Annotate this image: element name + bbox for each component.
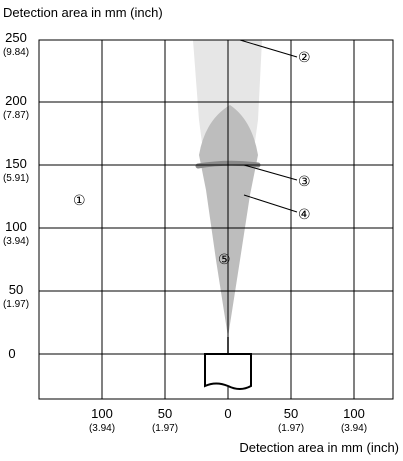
y-tick-label: 150	[5, 156, 27, 171]
y-tick-inch: (3.94)	[3, 236, 29, 247]
x-tick-label: 50	[158, 406, 172, 421]
y-tick-inch: (1.97)	[3, 299, 29, 310]
y-tick-label: 100	[5, 219, 27, 234]
y-tick-label: 50	[9, 282, 23, 297]
callout-3: ③	[298, 173, 311, 189]
x-tick-inch: (3.94)	[89, 423, 115, 434]
callout-5: ⑤	[218, 251, 231, 267]
y-tick-inch: (7.87)	[3, 110, 29, 121]
y-axis-title: Detection area in mm (inch)	[3, 5, 163, 20]
y-tick-label: 200	[5, 93, 27, 108]
y-tick-label: 0	[8, 346, 15, 361]
callout-4: ④	[298, 206, 311, 222]
sensor-symbol	[204, 337, 252, 390]
leader-line-3	[243, 164, 298, 181]
y-tick-label: 250	[5, 30, 27, 45]
x-tick-label: 100	[91, 406, 113, 421]
x-tick-inch: (1.97)	[278, 423, 304, 434]
leader-line-4	[243, 194, 298, 213]
y-tick-inch: (9.84)	[3, 47, 29, 58]
x-tick-label: 100	[343, 406, 365, 421]
y-tick-inch: (5.91)	[3, 173, 29, 184]
x-axis-ticks: 100 (3.94) 50 (1.97) 0 50 (1.97) 100 (3.…	[89, 406, 367, 434]
x-tick-inch: (3.94)	[341, 423, 367, 434]
leader-line-2	[239, 39, 298, 58]
y-axis-ticks: 250 (9.84) 200 (7.87) 150 (5.91) 100 (3.…	[3, 30, 29, 361]
x-tick-label: 0	[224, 406, 231, 421]
x-tick-label: 50	[284, 406, 298, 421]
x-axis-title: Detection area in mm (inch)	[239, 440, 399, 455]
x-tick-inch: (1.97)	[152, 423, 178, 434]
grid	[38, 39, 394, 400]
callout-2: ②	[298, 49, 311, 65]
callout-1: ①	[73, 192, 86, 208]
